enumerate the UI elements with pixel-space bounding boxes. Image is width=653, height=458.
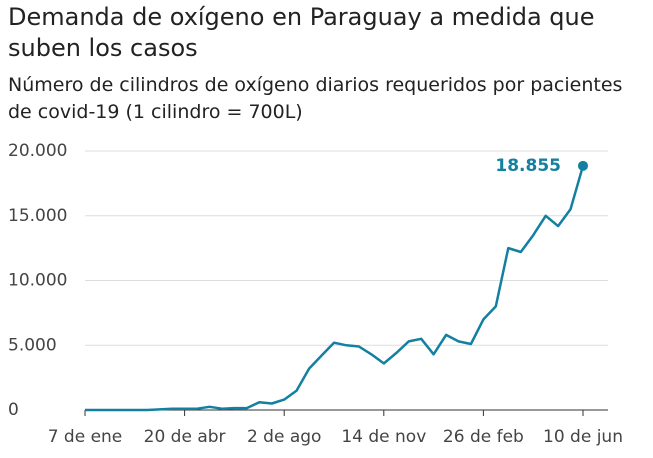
- subtitle-box: Número de cilindros de oxígeno diarios r…: [8, 74, 623, 123]
- y-tick-label: 0: [8, 400, 19, 420]
- y-tick-label: 15.000: [8, 206, 67, 226]
- x-tick-label: 7 de ene: [48, 427, 123, 447]
- x-tick-label: 14 de nov: [341, 427, 426, 447]
- chart-subtitle: Número de cilindros de oxígeno diarios r…: [8, 74, 623, 123]
- x-tick-label: 20 de abr: [144, 427, 226, 447]
- title-box: Demanda de oxígeno en Paraguay a medida …: [8, 3, 595, 62]
- x-tick-label: 26 de feb: [443, 427, 524, 447]
- x-tick-label: 2 de ago: [247, 427, 321, 447]
- x-tick-label: 10 de jun: [543, 427, 623, 447]
- y-tick-label: 20.000: [8, 141, 67, 161]
- y-tick-label: 5.000: [8, 335, 57, 355]
- chart-title: Demanda de oxígeno en Paraguay a medida …: [8, 3, 595, 62]
- line: [85, 165, 585, 412]
- end-dot: [578, 160, 588, 171]
- value-label: 18.855: [495, 156, 561, 176]
- y-tick-label: 10.000: [8, 271, 67, 291]
